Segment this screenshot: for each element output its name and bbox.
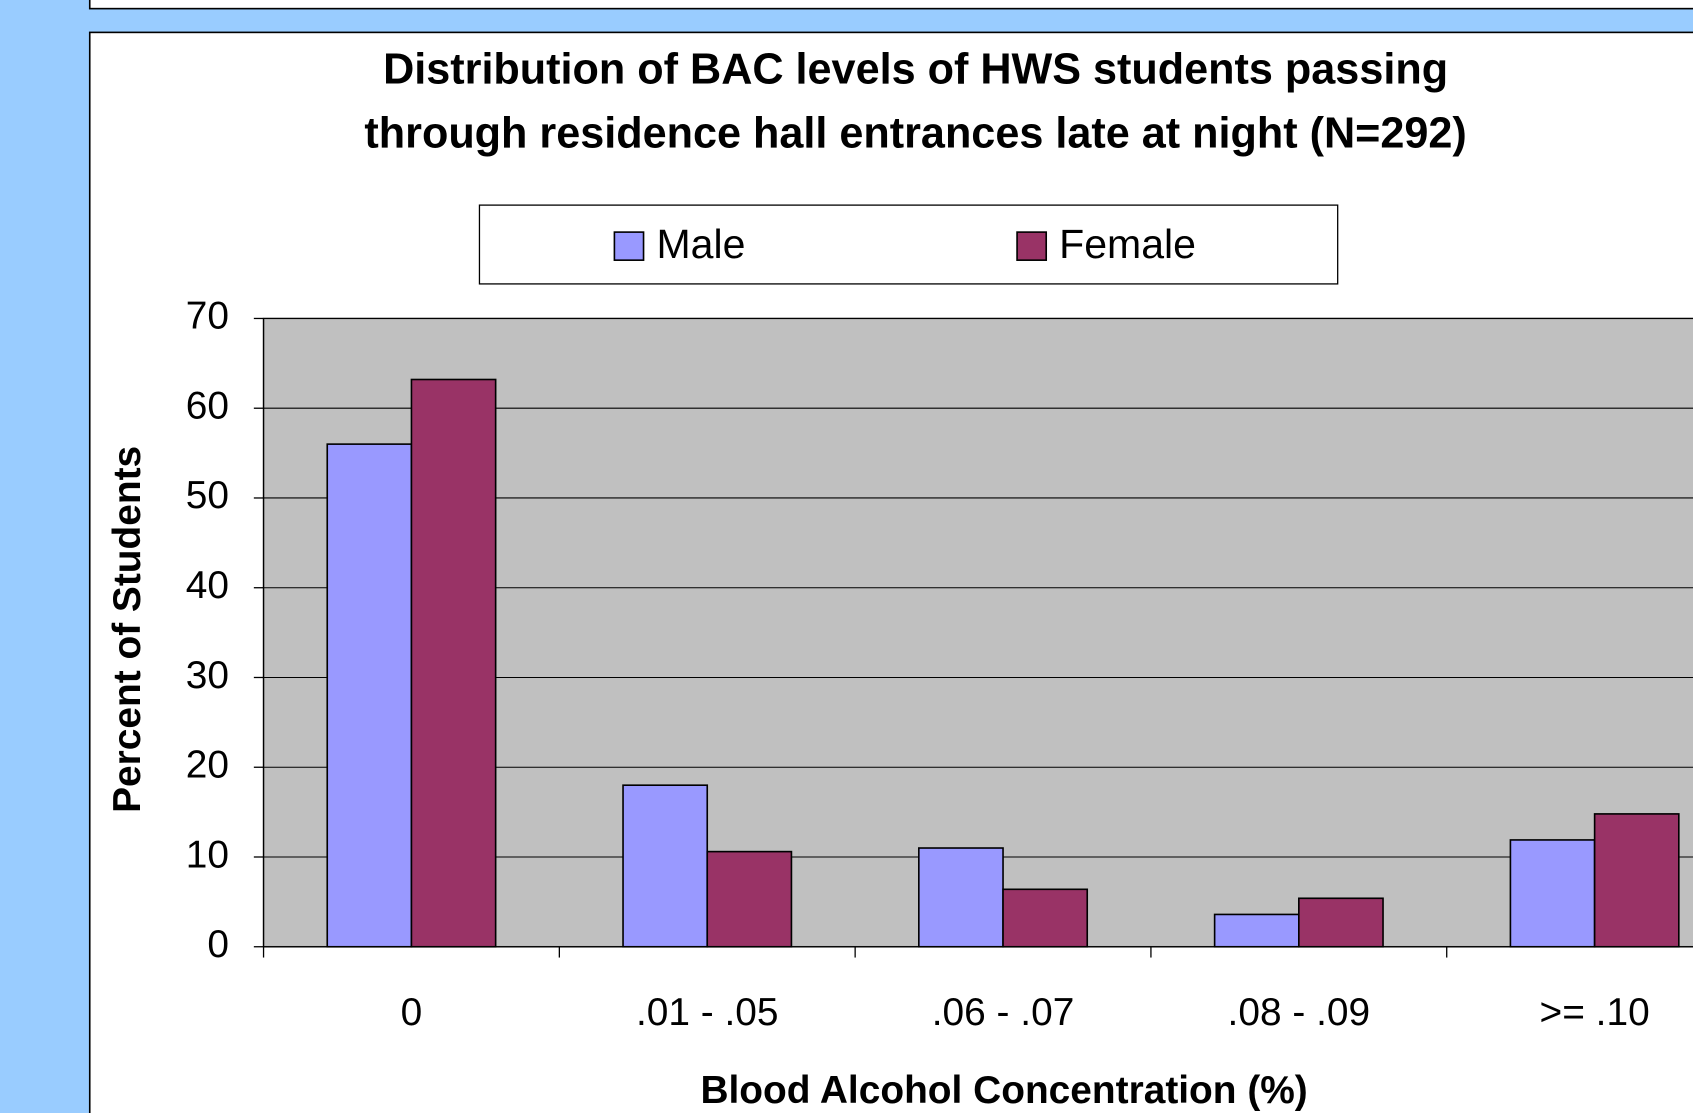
x-tick-label: >= .10 — [1540, 991, 1650, 1034]
x-tick-label: .06 - .07 — [932, 991, 1075, 1034]
bar — [622, 784, 709, 948]
chart-title: Distribution of BAC levels of HWS studen… — [383, 46, 1448, 94]
legend-label: Female — [1059, 221, 1196, 267]
y-tick-label: 50 — [186, 474, 229, 517]
bar — [1213, 913, 1300, 948]
x-axis-label: Blood Alcohol Concentration (%) — [700, 1069, 1307, 1112]
y-tick-label: 20 — [186, 744, 229, 787]
bar — [1593, 813, 1680, 948]
bar — [706, 850, 793, 948]
y-tick-label: 60 — [186, 384, 229, 427]
y-tick-label: 0 — [207, 923, 229, 966]
bar — [918, 847, 1004, 948]
bar — [1509, 839, 1596, 948]
y-tick-label: 30 — [186, 654, 229, 697]
legend-swatch — [1016, 231, 1048, 261]
bar — [326, 443, 413, 948]
y-tick-label: 10 — [186, 833, 229, 876]
legend-label: Male — [657, 221, 746, 267]
x-tick-label: 0 — [401, 991, 423, 1034]
bar — [1298, 897, 1384, 948]
legend — [478, 204, 1339, 285]
plot-area — [262, 317, 1693, 948]
bar — [410, 378, 497, 948]
legend-swatch — [613, 231, 645, 261]
y-tick-label: 70 — [186, 295, 229, 338]
bar — [1002, 888, 1089, 948]
chart-title: through residence hall entrances late at… — [364, 109, 1466, 157]
y-tick-label: 40 — [186, 564, 229, 607]
x-tick-label: .08 - .09 — [1228, 991, 1371, 1034]
top-panel — [88, 0, 1693, 10]
y-axis-label: Percent of Students — [106, 446, 149, 813]
x-tick-label: .01 - .05 — [636, 991, 779, 1034]
